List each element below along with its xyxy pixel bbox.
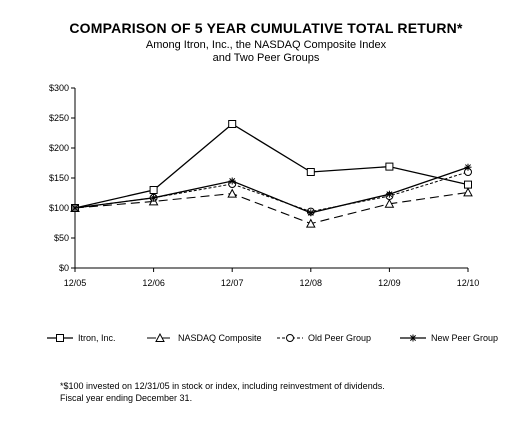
x-tick-label: 12/05 [64, 278, 87, 288]
series-line [74, 166, 469, 214]
y-tick-label: $300 [49, 83, 69, 93]
chart-series [70, 120, 473, 228]
data-point-triangle [305, 218, 316, 228]
data-point-triangle [227, 188, 238, 198]
chart-title: COMPARISON OF 5 YEAR CUMULATIVE TOTAL RE… [69, 20, 463, 36]
data-point-triangle [155, 332, 165, 342]
legend-item: New Peer Group [400, 333, 498, 343]
star-stroke [410, 335, 416, 341]
legend-label: Old Peer Group [308, 333, 371, 343]
data-point-star [307, 209, 315, 217]
x-tick-label: 12/10 [457, 278, 480, 288]
footnote-line-1: *$100 invested on 12/31/05 in stock or i… [60, 381, 385, 391]
y-tick-label: $250 [49, 113, 69, 123]
data-point-triangle [384, 198, 395, 208]
star-stroke [150, 194, 157, 201]
y-tick-label: $0 [59, 263, 69, 273]
star-stroke [72, 205, 78, 211]
star-stroke [307, 209, 314, 216]
data-point-star [385, 190, 393, 198]
legend-label: NASDAQ Composite [178, 333, 262, 343]
legend-item: Old Peer Group [277, 333, 371, 343]
chart-legend: Itron, Inc. NASDAQ Composite Old Peer Grou… [47, 332, 498, 343]
x-tick-label: 12/07 [221, 278, 244, 288]
y-tick-label: $200 [49, 143, 69, 153]
legend-item: Itron, Inc. [47, 333, 116, 343]
data-point-star [228, 177, 236, 185]
legend-label: Itron, Inc. [78, 333, 116, 343]
data-point-triangle [463, 187, 473, 197]
legend-item: NASDAQ Composite [147, 332, 262, 343]
data-point-square [306, 168, 315, 176]
star-stroke [386, 191, 393, 198]
data-point-square [56, 334, 64, 342]
y-tick-label: $100 [49, 203, 69, 213]
data-point-square [385, 162, 394, 171]
data-point-star [409, 334, 417, 342]
star-stroke [229, 178, 236, 184]
series-line [74, 171, 469, 213]
chart-subtitle-line-1: Among Itron, Inc., the NASDAQ Composite … [145, 39, 387, 51]
data-point-star [464, 163, 472, 171]
data-point-square [149, 186, 158, 194]
footnote: *$100 invested on 12/31/05 in stock or i… [60, 380, 385, 404]
star-stroke [465, 164, 471, 171]
series-new-peer-group [71, 163, 472, 217]
data-point-circle [286, 334, 294, 342]
series-line [74, 191, 469, 225]
y-tick-label: $50 [54, 233, 69, 243]
legend-label: New Peer Group [431, 333, 498, 343]
data-point-star [150, 194, 158, 202]
x-tick-label: 12/06 [142, 278, 165, 288]
footnote-line-2: Fiscal year ending December 31. [60, 393, 193, 403]
data-point-square [464, 180, 472, 189]
y-tick-label: $150 [49, 173, 69, 183]
chart-axes: $0 $50 $100 $150 $200 $250 $300 12/05 12/06 12/07… [49, 83, 479, 288]
series-nasdaq-composite [70, 187, 473, 228]
x-tick-label: 12/09 [378, 278, 401, 288]
x-tick-label: 12/08 [300, 278, 323, 288]
series-line [74, 123, 469, 209]
data-point-square [228, 120, 237, 128]
chart-subtitle-line-2: and Two Peer Groups [212, 52, 320, 64]
data-point-star [71, 204, 79, 212]
